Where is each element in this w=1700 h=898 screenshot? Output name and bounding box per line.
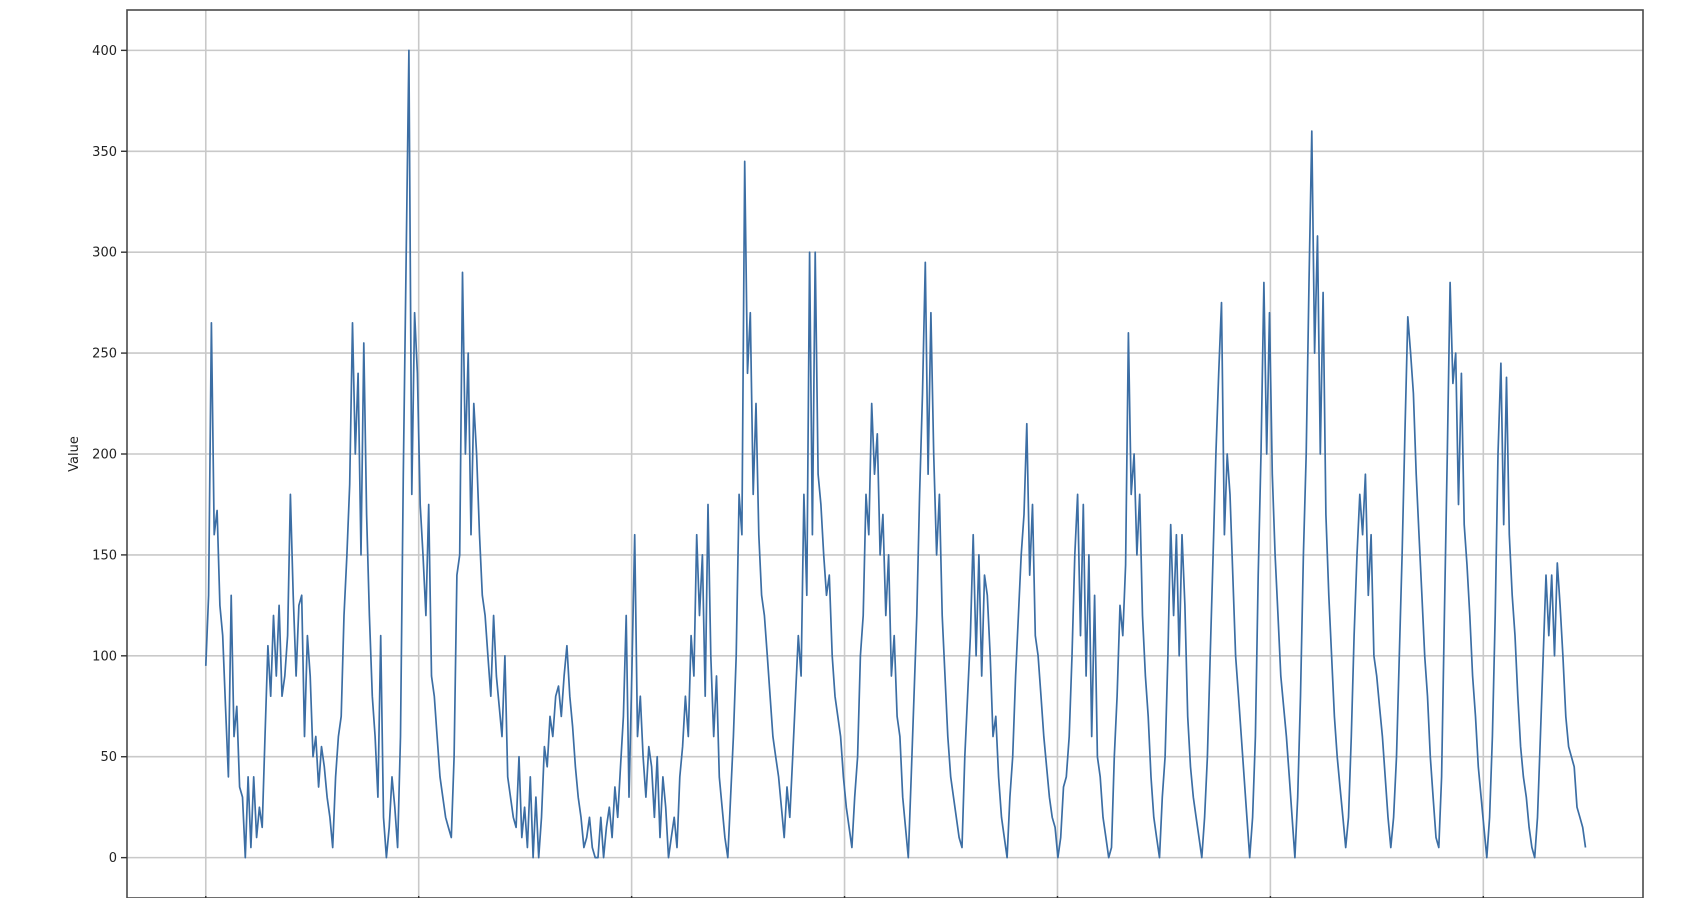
- y-tick-label: 100: [92, 649, 117, 664]
- y-tick-label: 300: [92, 246, 117, 261]
- y-tick-label: 200: [92, 448, 117, 463]
- y-tick-label: 400: [92, 44, 117, 59]
- y-tick-label: 50: [100, 750, 117, 765]
- y-axis-label: Value: [67, 436, 82, 472]
- y-axis: 0 50 100 150 200 250 300 350 400: [92, 44, 127, 866]
- y-tick-label: 150: [92, 548, 117, 563]
- y-tick-label: 350: [92, 145, 117, 160]
- x-axis: [205, 896, 1485, 898]
- y-tick-label: 0: [109, 851, 117, 866]
- grid: [127, 10, 1643, 898]
- series-line: [204, 49, 1587, 859]
- series-group: [204, 49, 1587, 859]
- y-tick-label: 250: [92, 347, 117, 362]
